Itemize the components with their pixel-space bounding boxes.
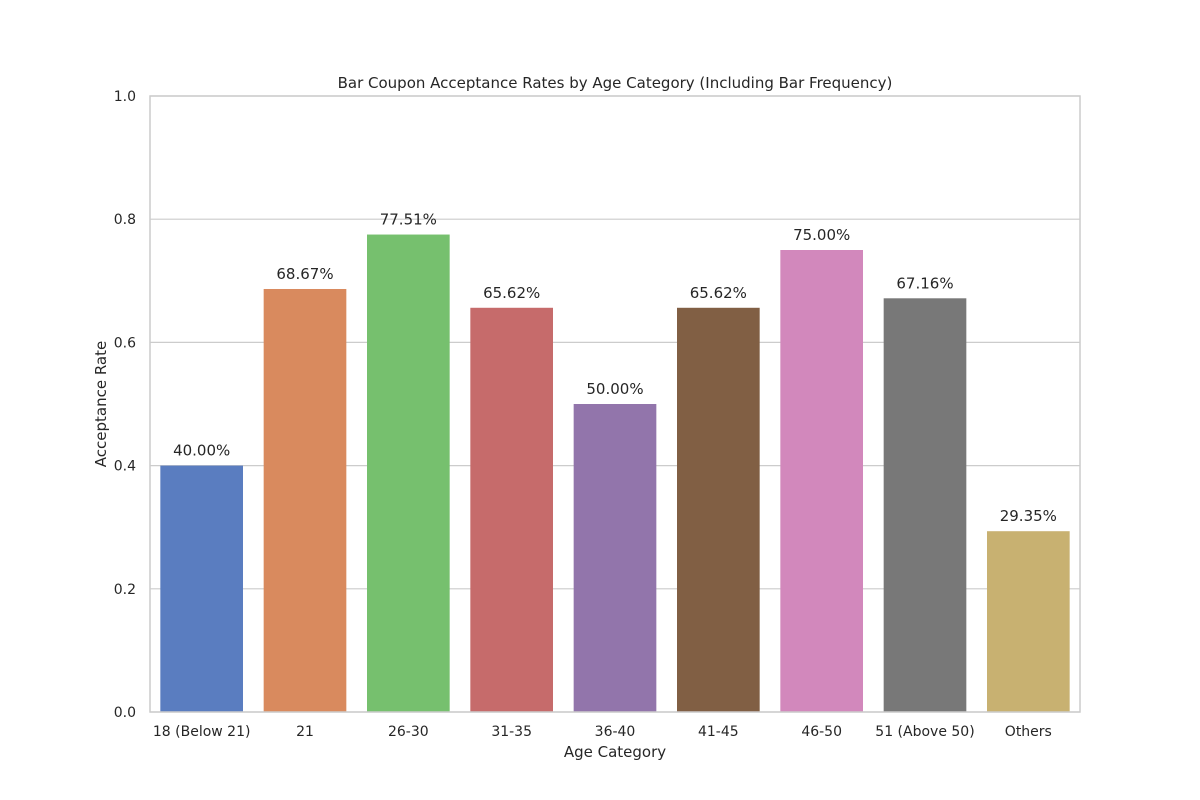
x-tick-labels: 18 (Below 21) 21 26-30 31-35 36-40 41-45 46-50… xyxy=(153,724,1052,740)
x-tick-label: 36-40 xyxy=(595,724,636,740)
x-axis-label: Age Category xyxy=(564,743,666,761)
x-tick-label: 41-45 xyxy=(698,724,739,740)
bar-value-label: 77.51% xyxy=(380,211,437,229)
y-tick-label: 0.2 xyxy=(114,582,136,598)
y-tick-label: 0.4 xyxy=(114,459,136,475)
x-tick-label: Others xyxy=(1005,724,1052,740)
bar-value-label: 40.00% xyxy=(173,442,230,460)
bar-value-label: 68.67% xyxy=(276,265,333,283)
x-tick-label: 21 xyxy=(296,724,314,740)
x-tick-label: 31-35 xyxy=(491,724,532,740)
bar-value-label: 75.00% xyxy=(793,226,850,244)
x-tick-label: 18 (Below 21) xyxy=(153,724,251,740)
y-tick-labels: 0.0 0.2 0.4 0.6 0.8 1.0 xyxy=(114,89,136,721)
bar xyxy=(883,298,967,712)
bar xyxy=(160,465,243,712)
chart-title: Bar Coupon Acceptance Rates by Age Categ… xyxy=(338,74,893,92)
y-tick-label: 1.0 xyxy=(114,89,136,105)
bar xyxy=(263,288,347,712)
x-tick-label: 51 (Above 50) xyxy=(875,724,974,740)
x-tick-label: 26-30 xyxy=(388,724,429,740)
bar xyxy=(470,307,553,712)
bar-value-label: 29.35% xyxy=(1000,507,1057,525)
bar-value-label: 50.00% xyxy=(586,380,643,398)
bar xyxy=(573,404,657,712)
bar xyxy=(367,234,450,713)
y-axis-label: Acceptance Rate xyxy=(92,341,110,467)
x-tick-label: 46-50 xyxy=(801,724,842,740)
y-tick-label: 0.6 xyxy=(114,335,136,351)
bar xyxy=(677,307,760,712)
bar-value-label: 67.16% xyxy=(896,274,953,292)
y-tick-label: 0.8 xyxy=(114,212,136,228)
bars xyxy=(160,234,1070,713)
plot-frame xyxy=(149,95,1081,713)
bar xyxy=(780,250,863,712)
bar-value-label: 65.62% xyxy=(690,284,747,302)
data-labels: 40.00% 68.67% 77.51% 65.62% 50.00% 65.62% 75.0… xyxy=(173,211,1057,526)
bar-value-label: 65.62% xyxy=(483,284,540,302)
y-tick-label: 0.0 xyxy=(114,705,136,721)
bar xyxy=(987,531,1070,712)
